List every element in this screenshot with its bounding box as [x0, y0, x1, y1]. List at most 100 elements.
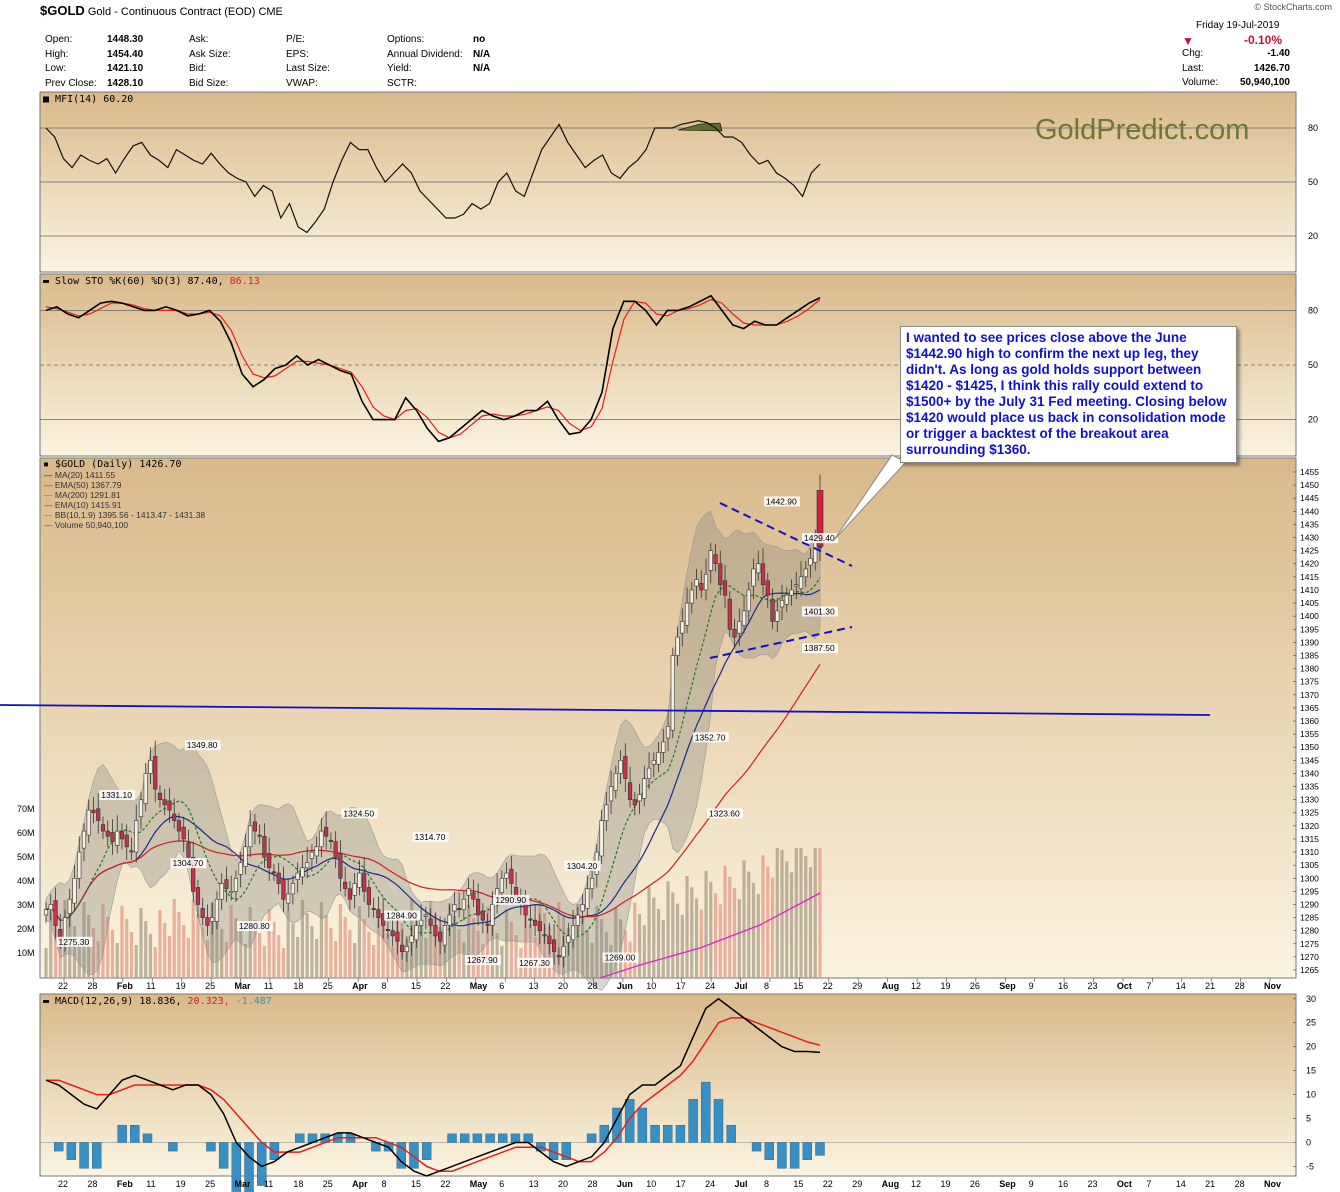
axis-tick-label: 1325 [1300, 808, 1319, 818]
quote-cell: no [473, 34, 486, 45]
candle-body [570, 925, 576, 941]
macd-label-signal: 20.323, [187, 996, 230, 1007]
volume-bar [267, 909, 271, 978]
candle-body [656, 752, 661, 765]
macd-histogram-bar [447, 1133, 457, 1143]
candle-body [746, 589, 751, 612]
volume-bar [262, 946, 267, 978]
macd-histogram-bar [612, 1107, 622, 1143]
volume-bar [53, 924, 58, 978]
x-axis-label-top: 22 [440, 981, 450, 991]
macd-histogram-bar [498, 1133, 508, 1143]
volume-bar [277, 935, 281, 978]
symbol: $GOLD [40, 3, 85, 18]
macd-histogram-bar [206, 1142, 216, 1152]
volume-bar [253, 920, 257, 978]
volume-bar [642, 925, 646, 978]
candle-body [281, 879, 286, 900]
x-axis-label-top: 10 [646, 981, 656, 991]
axis-tick-label: -5 [1306, 1161, 1314, 1171]
macd-histogram-bar [218, 1142, 229, 1169]
volume-bar [239, 931, 243, 978]
volume-bar [637, 914, 642, 978]
candle-body [257, 834, 262, 837]
axis-tick-label: 1390 [1300, 637, 1319, 647]
candle-body [366, 887, 371, 905]
x-axis-label-top: 24 [705, 981, 715, 991]
candle-body [580, 904, 585, 912]
x-axis-label-top: Feb [117, 981, 134, 991]
x-axis-label-top: Sep [999, 981, 1016, 991]
candle-body [404, 946, 409, 952]
candle-body [509, 868, 514, 884]
x-axis-label-top: 23 [1088, 981, 1098, 991]
volume-bar [205, 940, 210, 978]
candle-body [461, 898, 466, 911]
quote-cell: Ask Size: [189, 48, 231, 60]
candle-body [784, 594, 789, 605]
candle-body [670, 655, 675, 731]
candle-body [737, 621, 742, 634]
volume-bar [647, 886, 651, 978]
sto-label-text: Slow STO %K(60) %D(3) 87.40, [55, 276, 224, 287]
macd-histogram-bar [802, 1142, 813, 1160]
x-axis-label-top: 25 [205, 981, 215, 991]
volume-bar [115, 943, 119, 978]
x-axis-label-bottom: 15 [793, 1179, 803, 1189]
candle-body [338, 853, 343, 879]
axis-tick-label: 1310 [1300, 847, 1319, 857]
candle-body [632, 799, 637, 806]
price-label-bg [564, 860, 601, 871]
ema10-line [45, 577, 821, 938]
x-axis-label-bottom: 14 [1176, 1179, 1186, 1189]
volume-bar [315, 939, 319, 978]
candle-body [613, 773, 618, 791]
volume-bar [448, 903, 452, 978]
volume-bar [172, 899, 176, 978]
x-axis-label-bottom: 7 [1146, 1179, 1151, 1189]
candle-body [347, 888, 353, 900]
candle-body [181, 826, 186, 840]
x-axis-label-top: 22 [823, 981, 833, 991]
support-dashed-line [709, 626, 853, 659]
volume-bar [243, 944, 248, 978]
volume-bar [794, 848, 798, 978]
x-axis-label-top: Nov [1264, 981, 1281, 991]
candle-body [718, 563, 723, 586]
x-axis-label-bottom: 16 [1058, 1179, 1068, 1189]
legend-swatch: — [44, 490, 55, 500]
volume-bar [443, 940, 447, 978]
axis-tick-label: 30M [17, 900, 35, 910]
candle-body [803, 568, 808, 578]
legend-swatch: — [44, 520, 55, 530]
volume-bar [680, 914, 684, 978]
macd-histogram-bar [599, 1125, 609, 1143]
support-trendline [0, 704, 1211, 716]
axis-tick-label: 1405 [1300, 598, 1319, 608]
axis-tick-label: 1305 [1300, 860, 1319, 870]
annotation-callout: I wanted to see prices close above the J… [900, 326, 1237, 463]
volume-bar [329, 928, 333, 978]
axis-tick-label: 1265 [1300, 965, 1319, 975]
x-axis-label-top: Apr [352, 981, 368, 991]
x-axis-label-bottom: 25 [323, 1179, 333, 1189]
candle-body [599, 820, 604, 857]
watermark: GoldPredict.com [1035, 114, 1250, 146]
candle-body [760, 563, 766, 586]
candle-body [547, 935, 552, 945]
volume-bar [713, 893, 718, 978]
price-label-bg [99, 790, 136, 801]
candle-body [86, 809, 91, 836]
exchange: CME [258, 6, 283, 18]
volume-bar [272, 922, 276, 978]
volume-bar [362, 919, 366, 978]
volume-bar [785, 861, 789, 978]
macd-histogram-bar [142, 1133, 153, 1143]
sto-k-line [45, 294, 821, 443]
price-level-label: 1323.60 [709, 808, 740, 818]
axis-tick-label: 80 [1308, 123, 1318, 133]
price-level-label: 1304.70 [172, 858, 203, 868]
candle-body [395, 931, 400, 942]
candle-body [694, 579, 699, 587]
quote-value: 1426.70 [1253, 62, 1290, 74]
